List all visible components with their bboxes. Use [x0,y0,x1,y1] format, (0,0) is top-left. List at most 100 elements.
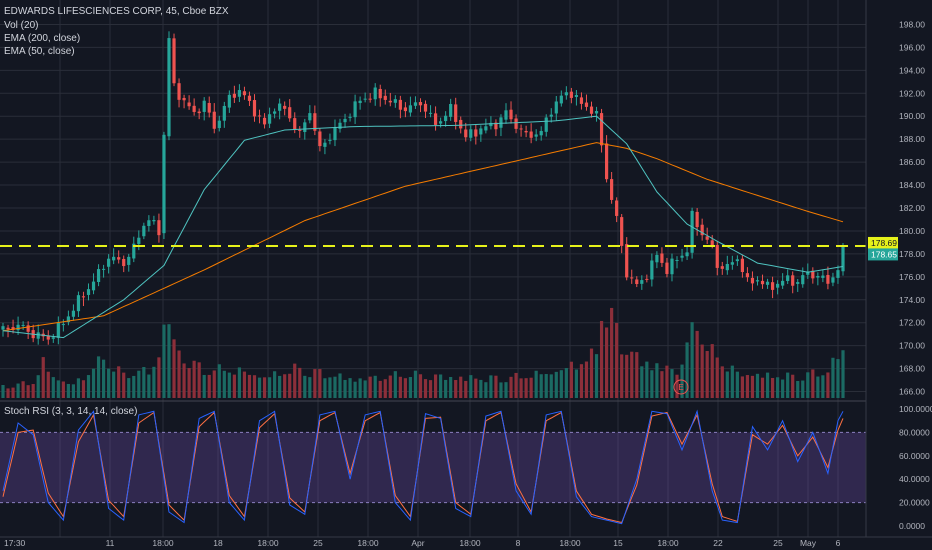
volume-bar [449,376,453,398]
volume-bar [338,373,342,398]
candle-body [76,295,81,312]
volume-bar [418,374,423,398]
candle-body [519,128,523,130]
candle-body [46,335,50,340]
volume-bar [363,380,367,398]
candle-body [61,324,65,326]
volume-bar [403,378,407,398]
candle-body [534,134,538,137]
volume-bar [589,348,594,398]
volume-bar [705,350,709,398]
price-tick-label: 184.00 [899,180,925,190]
candle-body [101,268,106,270]
candle-body [11,327,15,330]
volume-bar [459,376,463,398]
volume-bar [76,378,81,398]
candle-body [267,114,272,124]
price-candles[interactable] [1,31,845,345]
price-tag-label: 178.65 [871,249,897,259]
candle-body [750,277,755,284]
candle-body [514,118,518,129]
price-tick-label: 168.00 [899,364,925,374]
stoch-rsi-label[interactable]: Stoch RSI (3, 3, 14, 14, close) [4,406,138,417]
volume-bar [489,375,493,398]
volume-bar [303,375,307,398]
volume-bar [584,361,589,398]
time-axis[interactable]: 17:30 11 18:00 18 18:00 25 18:00 Apr 18:00 8 18:00… [4,538,841,548]
price-axis[interactable]: 166.00 168.00 170.00 172.00 174.00 176.00 178.… [899,19,925,396]
volume-bar [398,376,402,398]
candle-body [454,104,458,122]
time-tick-label: May [800,538,817,548]
candle-body [278,103,282,111]
candle-body [816,275,820,278]
indicator-volume-label[interactable]: Vol (20) [4,20,39,31]
volume-bar [770,377,775,398]
candle-body [152,220,156,222]
indicator-ema50-label[interactable]: EMA (50, close) [4,46,75,57]
volume-bar [222,370,226,398]
volume-bar [745,375,750,398]
volume-bar [700,344,704,398]
volume-bar [524,378,528,398]
volume-bar [484,382,488,398]
candle-body [433,113,438,125]
volume-bar [353,381,357,398]
candle-body [91,281,96,291]
candle-body [569,91,573,98]
volume-bar [750,375,755,398]
candle-body [368,98,372,100]
candle-body [786,275,790,281]
candle-body [484,126,488,131]
volume-bar [1,384,5,398]
volume-bar [423,379,428,398]
volume-bar [142,367,146,398]
candle-body [579,97,584,104]
time-tick-label: 18 [213,538,223,548]
time-tick-label: 25 [773,538,783,548]
candle-body [197,111,201,114]
volume-bar [514,372,518,398]
volume-bar [293,363,297,398]
volume-bar [464,380,468,398]
volume-bar [36,375,40,398]
time-tick-label: 25 [313,538,323,548]
volume-bar [725,371,729,398]
candle-body [293,118,297,130]
volume-bar [469,375,473,398]
volume-bar [826,372,830,398]
volume-bars [1,307,845,398]
volume-bar [791,374,795,398]
candle-body [806,271,810,275]
volume-bar [776,377,780,398]
candle-body [247,95,252,101]
volume-bar [81,380,86,398]
candle-body [665,262,669,274]
volume-bar [796,380,800,398]
candle-body [408,105,413,113]
candle-body [308,113,312,121]
candle-body [770,282,775,290]
volume-bar [393,371,397,398]
stoch-axis[interactable]: 0.0000 20.0000 40.0000 60.0000 80.0000 100.00… [899,404,932,531]
candle-body [599,113,604,146]
volume-bar [786,372,790,398]
candle-body [413,102,418,106]
time-tick-label: 18:00 [152,538,174,548]
candle-body [257,115,262,117]
volume-bar [378,380,382,398]
candle-body [781,280,785,286]
candle-body [388,100,392,103]
earnings-icon[interactable]: E [673,379,689,395]
volume-bar [212,370,216,398]
volume-bar [730,365,734,398]
indicator-ema200-label[interactable]: EMA (200, close) [4,33,81,44]
price-tick-label: 172.00 [899,318,925,328]
candle-body [348,116,352,118]
chart-title[interactable]: EDWARDS LIFESCIENCES CORP, 45, Cboe BZX [4,6,229,17]
candle-body [459,119,463,129]
candle-body [36,332,40,339]
volume-bar [252,375,257,398]
